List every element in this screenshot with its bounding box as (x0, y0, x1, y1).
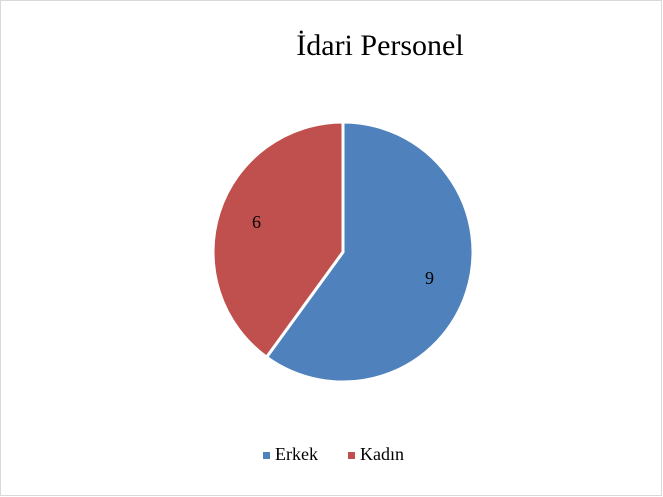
data-label: 9 (425, 268, 434, 288)
legend-swatch (347, 452, 355, 459)
pie-slice (211, 120, 345, 360)
legend-swatch (263, 452, 270, 459)
legend-label: Erkek (275, 444, 318, 464)
pie-slice (264, 120, 475, 384)
data-label: 6 (252, 212, 261, 232)
chart-title: İdari Personel (296, 29, 463, 62)
legend-label: Kadın (360, 444, 404, 464)
